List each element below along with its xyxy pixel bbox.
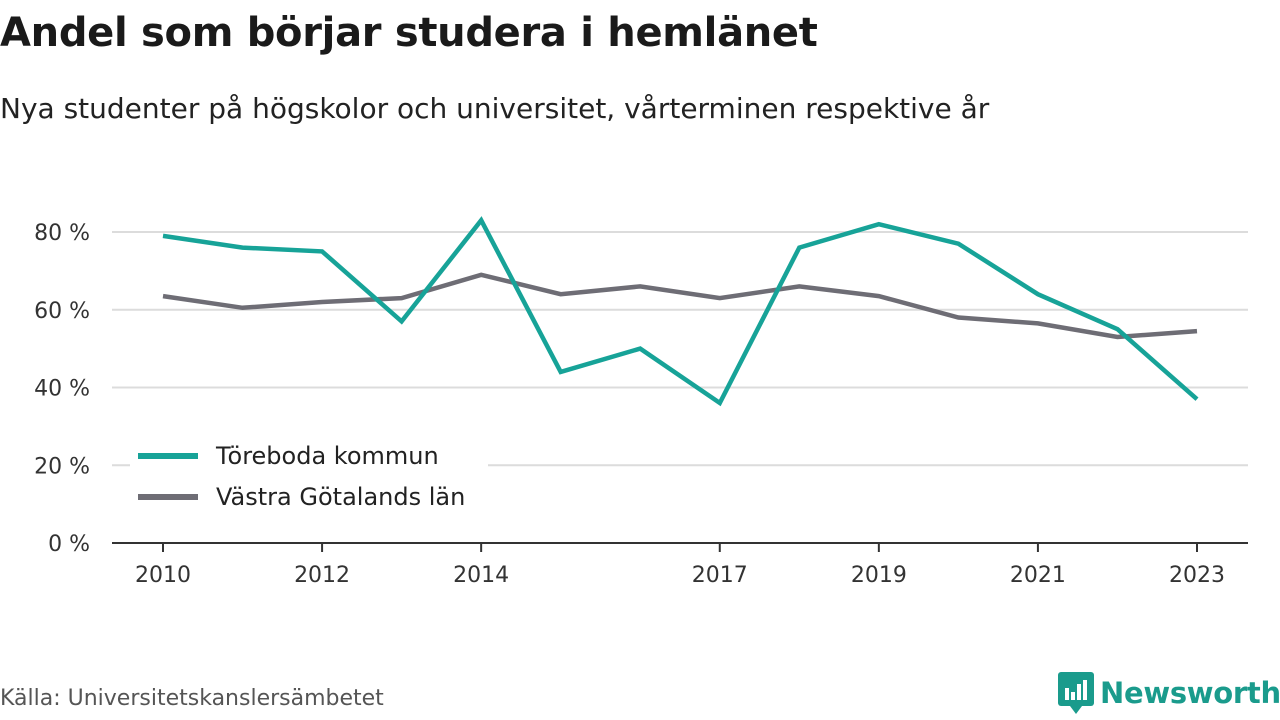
x-tick-label: 2012: [294, 563, 350, 588]
chart-title: Andel som börjar studera i hemlänet: [0, 10, 818, 56]
legend-background: [130, 436, 488, 468]
y-tick-label: 0 %: [48, 532, 90, 557]
x-tick-label: 2023: [1169, 563, 1225, 588]
brand-logo: Newsworthy: [1058, 672, 1280, 714]
newsworthy-logo-icon: [1058, 672, 1094, 714]
y-tick-label: 20 %: [34, 454, 90, 479]
x-tick-label: 2019: [851, 563, 907, 588]
x-tick-label: 2014: [453, 563, 509, 588]
axes: 0 % 20 % 40 % 60 % 80 % 2010 2012 2014 2017 2019 2…: [34, 221, 1248, 588]
series-line-0: [162, 216, 1199, 407]
legend-label: Töreboda kommun: [215, 442, 439, 470]
x-tick-label: 2010: [135, 563, 191, 588]
legend-label: Västra Götalands län: [216, 483, 465, 511]
y-tick-label: 40 %: [34, 377, 90, 402]
y-tick-label: 80 %: [34, 221, 90, 246]
legend: Töreboda kommun Västra Götalands län: [130, 436, 488, 511]
series-lines: [162, 216, 1199, 407]
x-tick-label: 2021: [1010, 563, 1066, 588]
chart-subtitle: Nya studenter på högskolor och universit…: [0, 92, 990, 125]
brand-name: Newsworthy: [1100, 676, 1280, 710]
x-tick-label: 2017: [692, 563, 748, 588]
series-line-1: [162, 272, 1198, 340]
gridlines: [112, 231, 1248, 467]
source-note: Källa: Universitetskanslersämbetet: [0, 686, 384, 711]
y-tick-label: 60 %: [34, 299, 90, 324]
